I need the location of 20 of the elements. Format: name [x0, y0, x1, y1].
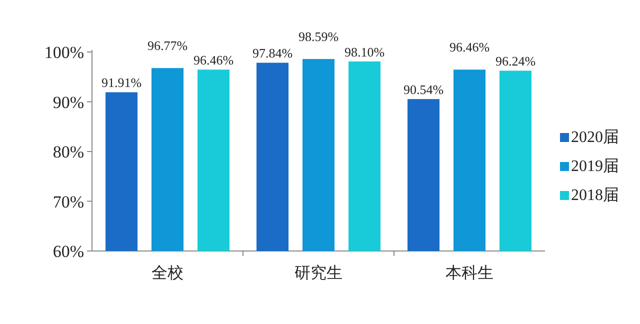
x-tick-label: 本科生 — [446, 264, 494, 282]
y-tick-label: 70% — [52, 192, 84, 212]
text: 96.46% — [193, 52, 234, 68]
y-tick-label: 100% — [44, 43, 84, 62]
x-tick-label: 研究生 — [294, 264, 342, 282]
text: 96.24% — [495, 54, 536, 69]
y-tick-label: 90% — [52, 92, 84, 112]
text: 98.59% — [298, 29, 339, 44]
y-tick-label: 60% — [52, 242, 84, 261]
text: 90.54% — [403, 82, 444, 98]
text: 91.91% — [101, 75, 142, 90]
text: 98.10% — [344, 44, 385, 60]
text: 96.77% — [147, 38, 188, 54]
text: 97.84% — [252, 46, 293, 61]
x-tick-label: 全校 — [152, 264, 184, 282]
y-tick-label: 80% — [52, 142, 84, 162]
text: 96.46% — [449, 40, 490, 55]
legend-label: 2020届 — [571, 129, 619, 146]
legend-label: 2019届 — [571, 158, 619, 175]
legend-label: 2018届 — [571, 187, 619, 204]
